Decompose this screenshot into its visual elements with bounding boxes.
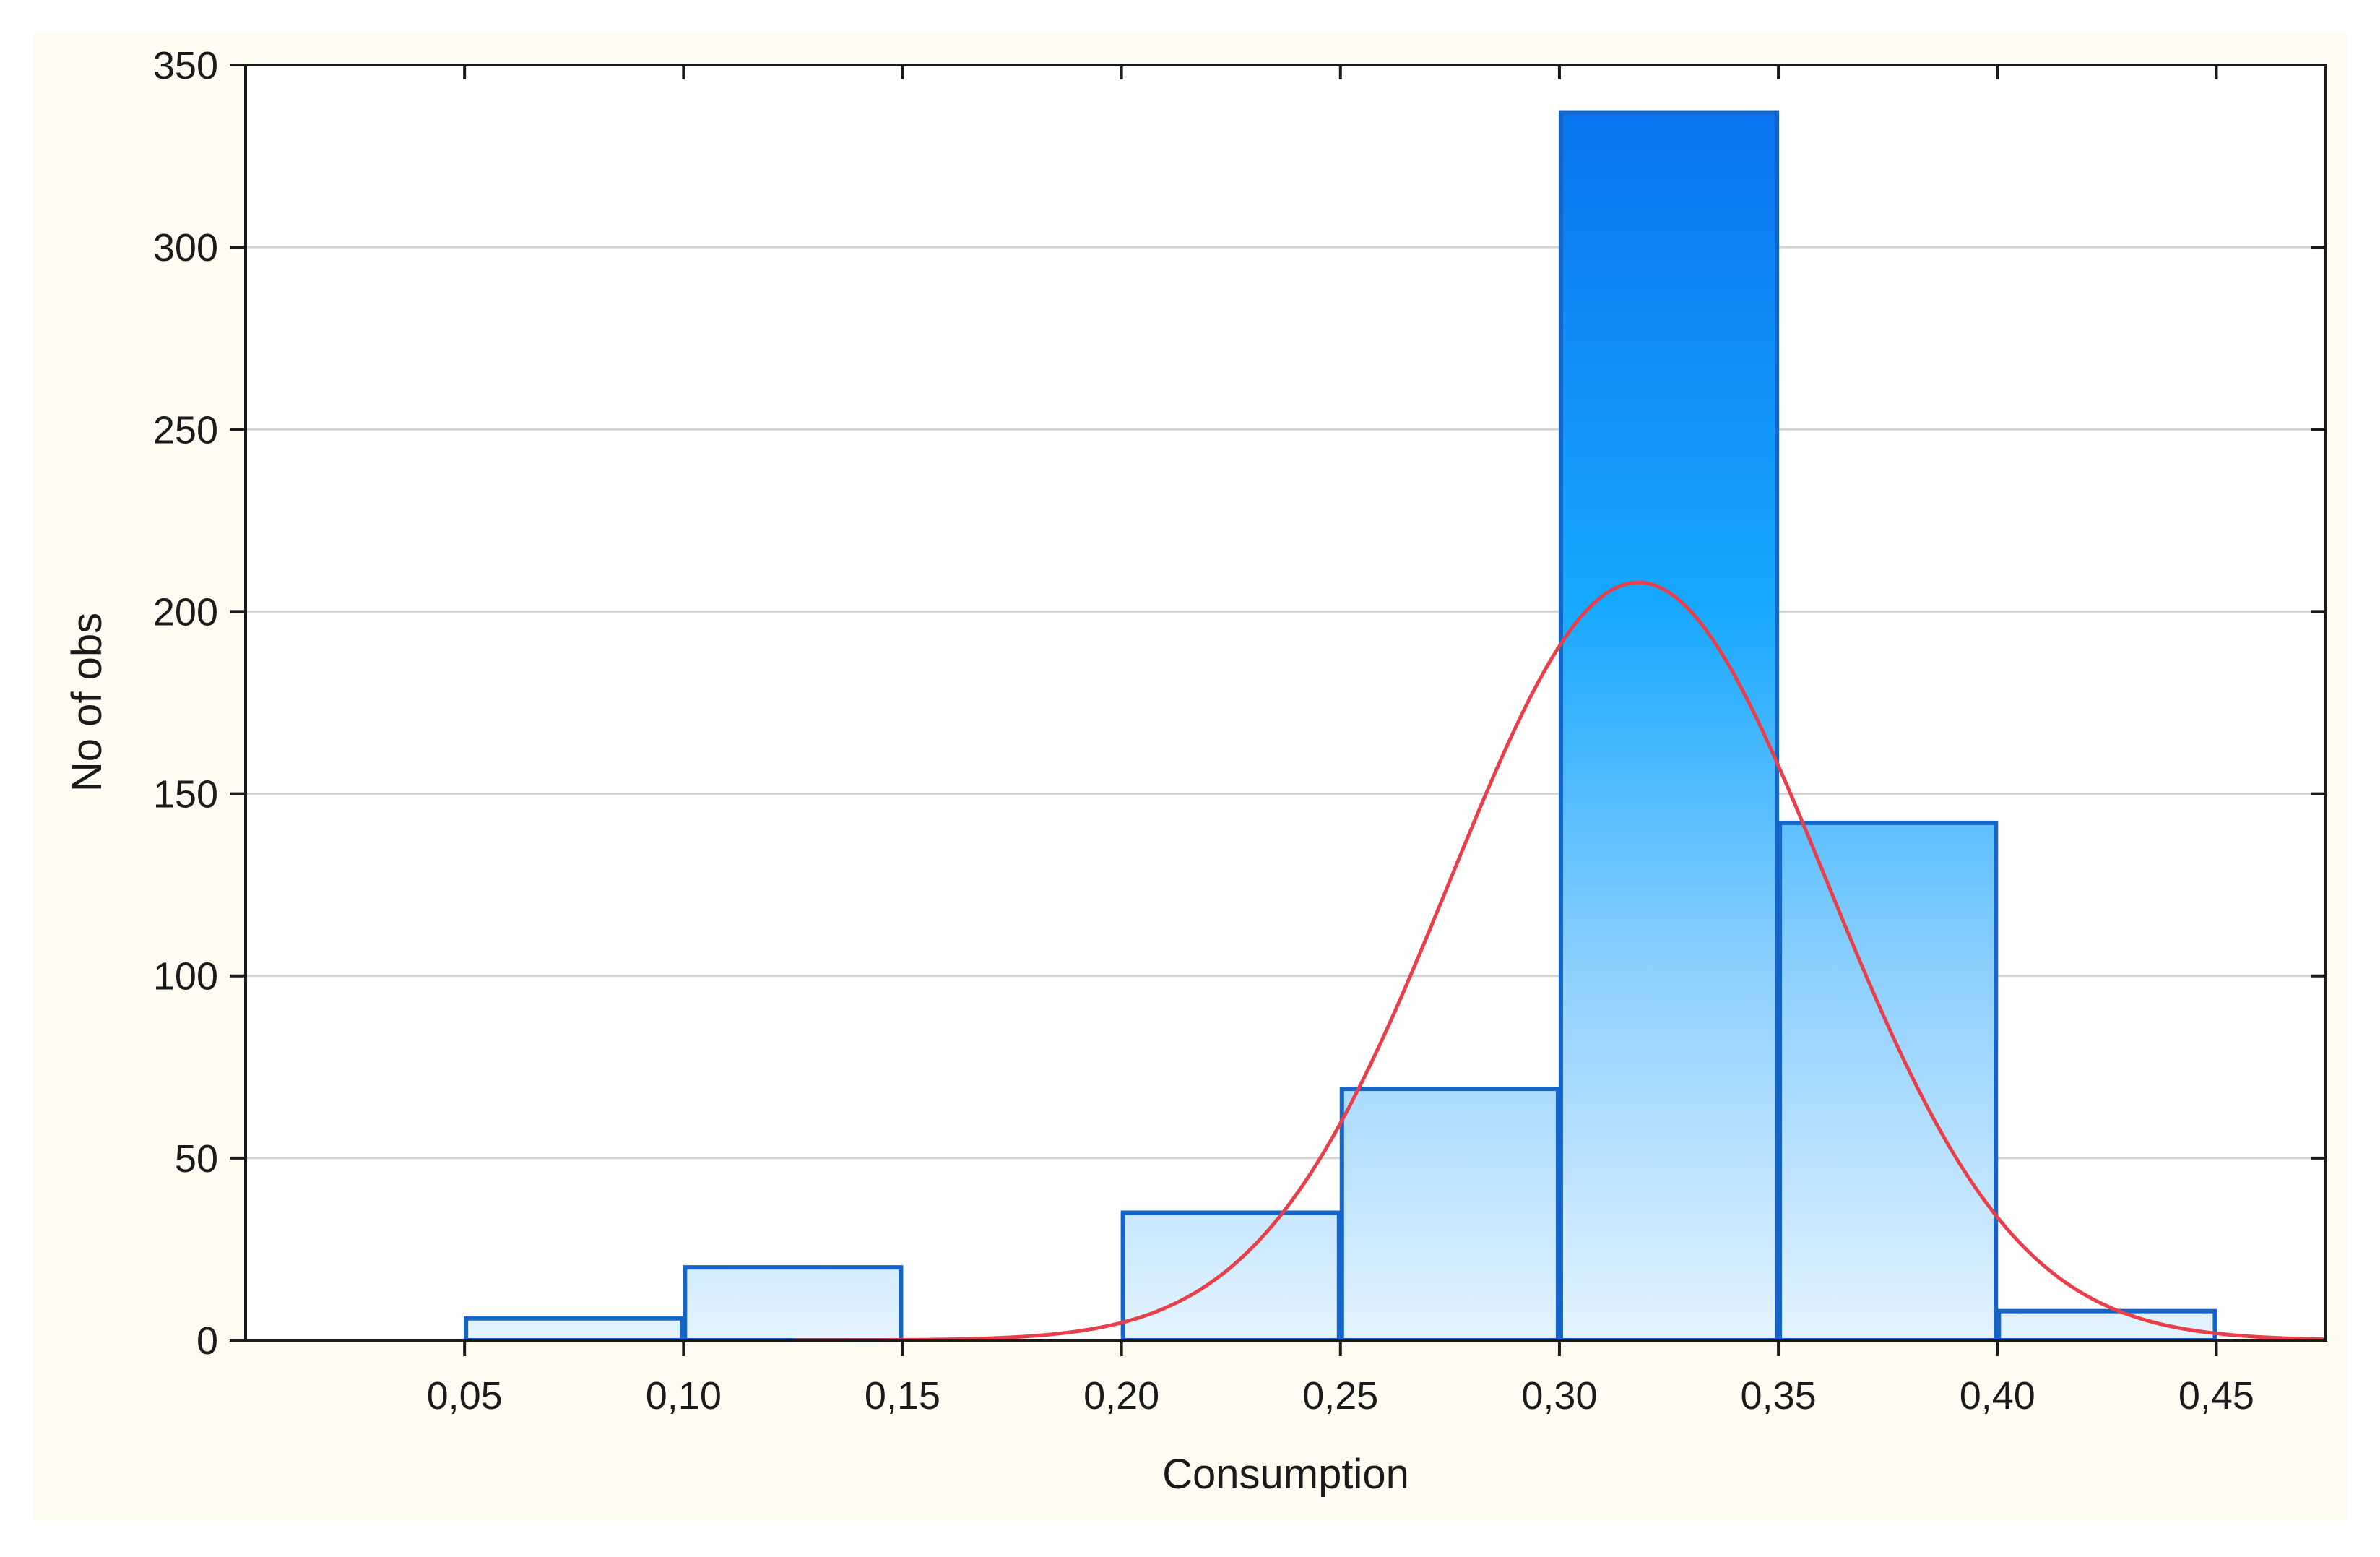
x-tick-label: 0,40 (1960, 1374, 2035, 1418)
x-tick-label: 0,20 (1083, 1374, 1159, 1418)
x-axis-ticks: 0,05 0,10 0,15 0,20 0,25 0,30 0,35 0,40 0,45 (427, 65, 2254, 1418)
histogram-bars (464, 110, 2217, 1343)
y-tick-label: 250 (153, 408, 218, 452)
x-tick-label: 0,15 (865, 1374, 940, 1418)
y-axis-ticks: 0 50 100 150 200 250 300 350 (153, 44, 2326, 1363)
histogram-bar (1339, 1087, 1560, 1342)
x-tick-label: 0,35 (1741, 1374, 1817, 1418)
y-axis-title: No of obs (64, 613, 111, 792)
histogram-bar (1996, 1308, 2217, 1342)
x-axis-title: Consumption (1162, 1451, 1409, 1498)
grid-lines (246, 246, 2326, 1160)
histogram-bar (464, 1316, 685, 1342)
histogram-bar (1778, 820, 1999, 1342)
normal-fit-line (792, 580, 2327, 1342)
x-tick-label: 0,25 (1302, 1374, 1378, 1418)
x-tick-label: 0,45 (2178, 1374, 2254, 1418)
plot-frame (244, 64, 2327, 1342)
y-tick-label: 350 (153, 44, 218, 87)
plot-area (246, 65, 2326, 1340)
x-tick-label: 0,10 (646, 1374, 722, 1418)
y-tick-label: 150 (153, 773, 218, 816)
y-tick-label: 200 (153, 590, 218, 634)
histogram-bar (1120, 1210, 1341, 1342)
x-tick-label: 0,30 (1521, 1374, 1597, 1418)
x-tick-label: 0,05 (427, 1374, 503, 1418)
histogram-bar (1558, 110, 1780, 1343)
y-tick-label: 0 (196, 1319, 218, 1363)
y-tick-label: 300 (153, 226, 218, 269)
y-tick-label: 50 (175, 1137, 218, 1181)
normal-curve (792, 580, 2327, 1342)
histogram-bar (683, 1265, 904, 1342)
y-tick-label: 100 (153, 955, 218, 999)
